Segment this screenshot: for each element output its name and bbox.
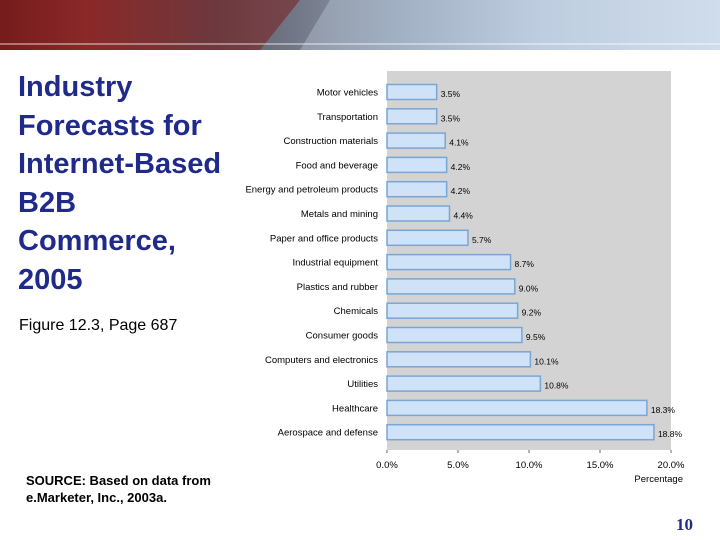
page-number: 10 xyxy=(676,515,693,534)
category-label: Healthcare xyxy=(332,403,378,414)
data-label: 8.7% xyxy=(515,259,535,269)
category-label: Consumer goods xyxy=(306,331,379,342)
x-tick-label: 20.0% xyxy=(658,460,685,471)
banner-graphic xyxy=(0,0,720,50)
source-line: e.Marketer, Inc., 2003a. xyxy=(26,490,167,505)
data-label: 9.0% xyxy=(519,283,539,293)
bar xyxy=(386,205,451,222)
source-note: SOURCE: Based on data from e.Marketer, I… xyxy=(26,472,256,506)
data-label: 3.5% xyxy=(441,113,461,123)
bar xyxy=(386,423,655,441)
x-axis-label: Percentage xyxy=(634,474,683,485)
category-label: Transportation xyxy=(317,112,378,123)
data-label: 10.1% xyxy=(534,356,559,366)
bar xyxy=(386,253,512,271)
figure-reference: Figure 12.3, Page 687 xyxy=(19,317,178,334)
category-label: Computers and electronics xyxy=(265,355,378,366)
data-label: 10.8% xyxy=(544,381,569,391)
category-label: Metals and mining xyxy=(301,209,378,220)
bar xyxy=(386,229,469,247)
category-label: Motor vehicles xyxy=(317,88,378,99)
category-label: Food and beverage xyxy=(296,160,378,171)
data-label: 4.1% xyxy=(449,138,469,148)
bar xyxy=(386,375,542,392)
bar xyxy=(386,399,648,417)
data-label: 3.5% xyxy=(441,89,461,99)
bar xyxy=(386,302,519,319)
data-label: 4.4% xyxy=(453,211,473,221)
x-tick-label: 0.0% xyxy=(376,460,398,471)
category-label: Energy and petroleum products xyxy=(245,185,378,196)
data-label: 4.2% xyxy=(451,162,471,172)
bar xyxy=(386,83,438,101)
category-label: Aerospace and defense xyxy=(278,428,378,439)
title-line: Forecasts for xyxy=(18,109,202,142)
title-line: 2005 xyxy=(18,263,83,296)
bar xyxy=(386,326,523,344)
data-label: 5.7% xyxy=(472,235,492,245)
x-tick-label: 5.0% xyxy=(447,460,469,471)
data-label: 9.2% xyxy=(522,308,542,318)
bar xyxy=(386,351,532,368)
bar xyxy=(386,132,446,149)
x-tick-label: 10.0% xyxy=(516,460,543,471)
bar xyxy=(386,180,448,198)
title-line: B2B xyxy=(18,186,77,219)
category-label: Construction materials xyxy=(283,136,378,147)
category-label: Industrial equipment xyxy=(292,258,378,269)
title-line: Industry xyxy=(18,71,133,103)
title-line: Commerce, xyxy=(18,225,176,257)
data-label: 18.3% xyxy=(651,405,676,415)
category-label: Utilities xyxy=(347,379,378,390)
category-label: Chemicals xyxy=(334,306,379,317)
x-tick-label: 15.0% xyxy=(587,460,614,471)
title-line: Internet-Based xyxy=(18,148,222,180)
bar xyxy=(386,108,438,125)
data-label: 18.8% xyxy=(658,429,683,439)
header-banner xyxy=(0,0,720,50)
bar xyxy=(386,156,448,174)
bar xyxy=(386,278,516,295)
data-label: 4.2% xyxy=(451,186,471,196)
data-label: 9.5% xyxy=(526,332,546,342)
category-label: Paper and office products xyxy=(270,233,378,244)
slide-title: Industry Forecasts for Internet-Based B2… xyxy=(18,68,253,299)
source-line: SOURCE: Based on data from xyxy=(26,473,211,488)
category-label: Plastics and rubber xyxy=(297,282,378,293)
